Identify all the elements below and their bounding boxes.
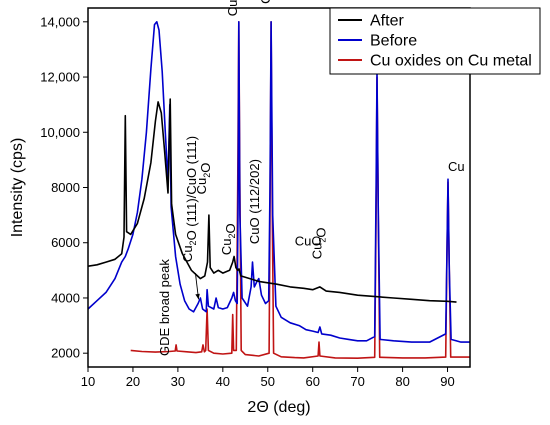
y-tick-label: 4000: [51, 290, 80, 305]
peak-annotation: Cu: [448, 159, 465, 174]
series-line-1: [88, 21, 470, 343]
series-line-0: [88, 98, 457, 303]
x-tick-label: 10: [81, 374, 95, 389]
x-tick-label: 70: [350, 374, 364, 389]
legend-box: [329, 7, 541, 75]
x-tick-label: 80: [395, 374, 409, 389]
ticks-layer: 10 20 30 40 50 60 70 80 90 2000 4000 6000 8000 10,000…: [40, 14, 455, 389]
peak-annotation: GDE broad peak: [157, 259, 172, 356]
peak-annotation: Cu: [225, 0, 240, 16]
x-axis-title: 2Θ (deg): [247, 399, 310, 416]
legend-label: Cu oxides on Cu metal: [370, 53, 532, 70]
series-layer: [88, 21, 470, 359]
y-tick-label: 2000: [51, 346, 80, 361]
y-tick-label: 12,000: [40, 70, 80, 85]
y-tick-label: 6000: [51, 235, 80, 250]
peak-annotation: Cu2O (111)/CuO (111): [180, 136, 199, 262]
peak-annotation: CuO: [295, 233, 322, 248]
y-tick-label: 14,000: [40, 14, 80, 29]
x-tick-label: 20: [126, 374, 140, 389]
peak-annotation: Cu2O: [194, 163, 213, 195]
y-axis-title: Intensity (cps): [9, 138, 26, 238]
peak-annotation: Cu2O: [310, 228, 329, 260]
peak-annotation: Cu2O: [219, 223, 238, 255]
peak-annotation: CuO (112/202): [247, 159, 262, 244]
x-tick-label: 90: [440, 374, 454, 389]
x-tick-label: 50: [261, 374, 275, 389]
peak-annotation: Cu: [258, 0, 273, 4]
y-tick-label: 8000: [51, 180, 80, 195]
x-tick-label: 30: [171, 374, 185, 389]
annotation-arrowhead: [195, 293, 200, 300]
legend-label: After: [370, 13, 404, 30]
x-tick-label: 40: [216, 374, 230, 389]
x-tick-label: 60: [305, 374, 319, 389]
legend-label: Before: [370, 33, 417, 50]
legend: After Before Cu oxides on Cu metal: [329, 7, 541, 75]
y-tick-label: 10,000: [40, 125, 80, 140]
